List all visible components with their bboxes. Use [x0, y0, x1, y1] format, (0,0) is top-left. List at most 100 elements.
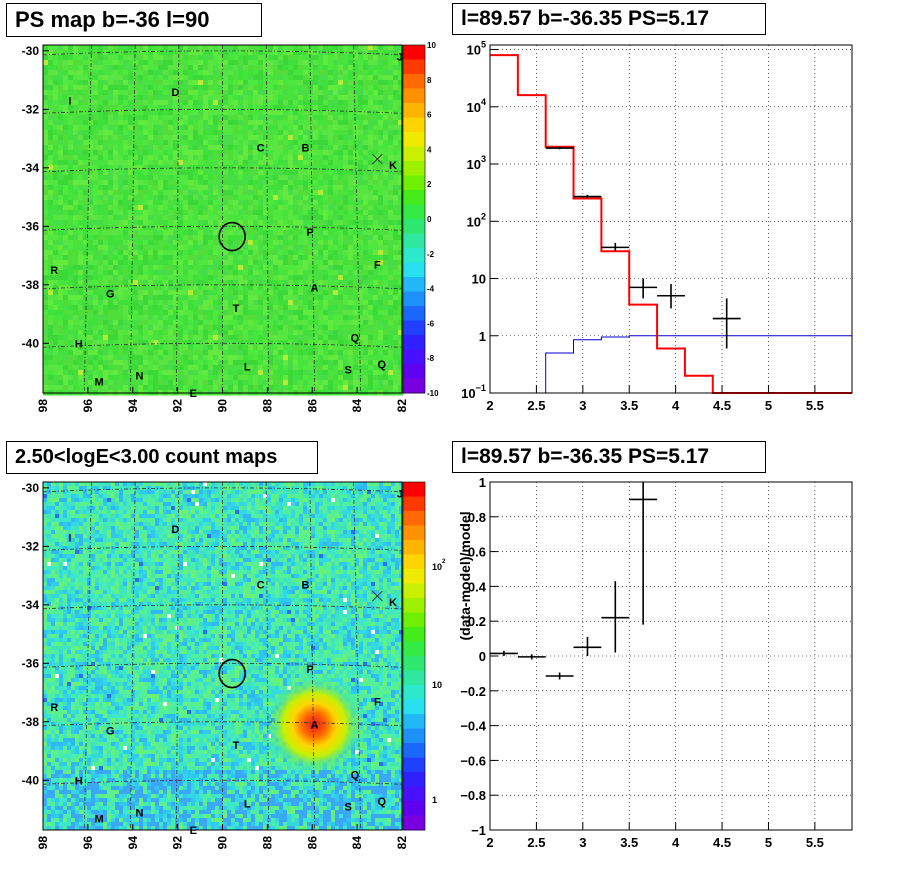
- y-tick-label: −0.2: [460, 684, 486, 699]
- source-label: G: [106, 289, 115, 301]
- y-tick-label: -36: [22, 656, 40, 670]
- grid-latitude-line: [42, 167, 403, 173]
- grid-longitude-line: [309, 481, 316, 831]
- y-tick-label: -32: [22, 539, 40, 553]
- y-tick-label: -40: [22, 336, 40, 350]
- source-label: S: [344, 365, 351, 377]
- source-label: H: [75, 338, 83, 350]
- source-label: M: [95, 813, 104, 825]
- color-bar-tick: -2: [427, 250, 435, 259]
- color-bar-segment: [403, 656, 425, 671]
- source-label: B: [302, 142, 310, 154]
- color-bar-tick: 4: [427, 145, 432, 154]
- x-tick-label: 3: [579, 835, 586, 850]
- x-tick-label: 2: [486, 835, 493, 850]
- color-bar-segment: [403, 554, 425, 570]
- x-tick-label: 96: [81, 836, 95, 850]
- color-bar-segment: [403, 743, 425, 758]
- cross-marker: [371, 590, 383, 602]
- grid-longitude-line: [353, 481, 362, 831]
- y-tick-label: -30: [22, 44, 40, 58]
- blue-model-line: [545, 335, 852, 393]
- x-tick-label: 4.5: [713, 398, 731, 413]
- source-label: E: [190, 825, 197, 837]
- color-bar-segment: [403, 146, 425, 162]
- x-tick-label: 82: [395, 399, 409, 413]
- spectrum-data-point: [545, 146, 574, 150]
- y-tick-label: −0.4: [460, 719, 486, 734]
- y-tick-label: 0.4: [468, 579, 487, 594]
- color-bar-segment: [403, 525, 425, 541]
- target-circle: [218, 658, 246, 689]
- y-tick-label: -38: [22, 278, 40, 292]
- y-tick-label: −0.8: [460, 788, 486, 803]
- source-label: C: [257, 142, 265, 154]
- spectrum-grid: [489, 45, 852, 394]
- color-bar-segment: [403, 320, 425, 336]
- source-label: J: [397, 489, 403, 501]
- source-label: M: [95, 376, 104, 388]
- color-bar-segment: [403, 132, 425, 147]
- source-label: R: [50, 702, 58, 714]
- target-circle: [218, 221, 246, 252]
- color-bar-segment: [403, 378, 425, 394]
- grid-longitude-line: [176, 44, 180, 394]
- color-bar-tick: -6: [427, 319, 435, 328]
- spectrum-data-point: [629, 278, 658, 299]
- source-label: C: [257, 579, 265, 591]
- grid-latitude-line: [42, 342, 403, 348]
- color-bar-segment: [403, 714, 425, 729]
- x-tick-label: 84: [350, 399, 364, 413]
- y-tick-label: 0.8: [468, 510, 486, 525]
- color-bar-segment: [403, 291, 425, 307]
- color-bar-segment: [403, 277, 425, 292]
- color-bar-tick: 0: [427, 215, 432, 224]
- y-tick-label: 102: [466, 211, 486, 229]
- y-tick-label: 104: [466, 97, 486, 115]
- source-label: G: [106, 726, 115, 738]
- grid-longitude-line: [176, 481, 180, 831]
- grid-latitude-line: [42, 284, 403, 290]
- color-bar-tick: 2: [427, 180, 432, 189]
- source-label: K: [389, 160, 397, 172]
- color-bar-segment: [403, 772, 425, 787]
- count-map-panel: I D J C B K P F R A G T Q H L S Q M N E -30 -32 -34 -36 -38 -40 98…: [22, 481, 446, 850]
- source-label: Q: [378, 359, 387, 371]
- count-pixels: [43, 482, 404, 831]
- grid-latitude-line: [42, 662, 403, 668]
- y-tick-label: -32: [22, 102, 40, 116]
- residual-data-point: [545, 672, 574, 680]
- residual-data-point: [601, 581, 630, 653]
- color-bar-segment: [403, 262, 425, 278]
- color-bar-segment: [403, 335, 425, 350]
- color-bar-segment: [403, 786, 425, 802]
- color-bar-segment: [403, 699, 425, 715]
- color-bar-segment: [403, 204, 425, 220]
- source-label: F: [374, 259, 381, 271]
- spectrum-data-point: [712, 298, 741, 349]
- color-bar-tick: -4: [427, 285, 435, 294]
- y-tick-label: 1: [479, 475, 486, 490]
- source-label: P: [306, 227, 313, 239]
- source-label: L: [244, 799, 251, 811]
- residual-title: l=89.57 b=-36.35 PS=5.17: [452, 441, 766, 473]
- source-label: P: [306, 664, 313, 676]
- grid-latitude-line: [42, 50, 403, 56]
- color-bar-segment: [403, 219, 425, 234]
- color-bar-tick: 10: [432, 680, 442, 690]
- color-bar-segment: [403, 815, 425, 831]
- y-tick-label: −1: [471, 823, 486, 838]
- color-bar-tick: 102: [432, 558, 446, 572]
- y-tick-label: -40: [22, 773, 40, 787]
- hotspot-source: [266, 676, 363, 773]
- source-label: D: [171, 524, 179, 536]
- spectrum-data-point: [657, 284, 685, 309]
- color-bar-segment: [403, 757, 425, 773]
- y-tick-label: −0.6: [460, 753, 486, 768]
- grid-latitude-line: [42, 604, 403, 610]
- source-label: A: [311, 283, 319, 295]
- grid-longitude-line: [309, 44, 316, 394]
- color-bar-segment: [403, 627, 425, 642]
